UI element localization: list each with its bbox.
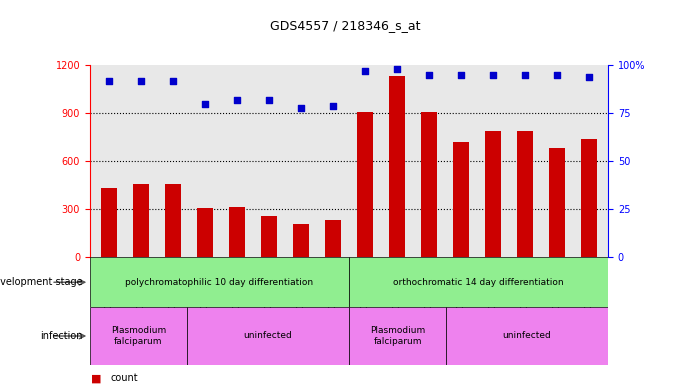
- Bar: [197, 208, 213, 257]
- Bar: [549, 149, 565, 257]
- Point: [200, 101, 211, 107]
- Point: [231, 97, 243, 103]
- Bar: [421, 112, 437, 257]
- Bar: [90, 307, 187, 365]
- Bar: [357, 112, 373, 257]
- Point: [455, 72, 466, 78]
- Point: [263, 97, 274, 103]
- Bar: [325, 220, 341, 257]
- Bar: [90, 257, 349, 307]
- Bar: [389, 76, 405, 257]
- Text: infection: infection: [40, 331, 83, 341]
- Bar: [485, 131, 501, 257]
- Bar: [517, 131, 533, 257]
- Text: uninfected: uninfected: [244, 331, 292, 341]
- Point: [167, 78, 178, 84]
- Bar: [229, 207, 245, 257]
- Bar: [349, 257, 608, 307]
- Text: ■: ■: [91, 373, 102, 383]
- Bar: [349, 307, 446, 365]
- Text: count: count: [111, 373, 138, 383]
- Text: polychromatophilic 10 day differentiation: polychromatophilic 10 day differentiatio…: [125, 278, 314, 287]
- Text: Plasmodium
falciparum: Plasmodium falciparum: [370, 326, 425, 346]
- Bar: [101, 189, 117, 257]
- Point: [104, 78, 115, 84]
- Bar: [165, 184, 181, 257]
- Point: [487, 72, 498, 78]
- Point: [135, 78, 146, 84]
- Text: GDS4557 / 218346_s_at: GDS4557 / 218346_s_at: [270, 19, 421, 32]
- Bar: [446, 307, 608, 365]
- Bar: [133, 184, 149, 257]
- Text: Plasmodium
falciparum: Plasmodium falciparum: [111, 326, 166, 346]
- Point: [328, 103, 339, 109]
- Point: [424, 72, 435, 78]
- Point: [296, 104, 307, 111]
- Point: [520, 72, 531, 78]
- Text: uninfected: uninfected: [503, 331, 551, 341]
- Bar: [293, 223, 309, 257]
- Bar: [261, 216, 277, 257]
- Point: [551, 72, 562, 78]
- Bar: [187, 307, 349, 365]
- Bar: [453, 142, 469, 257]
- Bar: [581, 139, 597, 257]
- Text: orthochromatic 14 day differentiation: orthochromatic 14 day differentiation: [393, 278, 564, 287]
- Point: [583, 74, 594, 80]
- Point: [391, 66, 402, 72]
- Text: development stage: development stage: [0, 277, 83, 287]
- Point: [359, 68, 370, 74]
